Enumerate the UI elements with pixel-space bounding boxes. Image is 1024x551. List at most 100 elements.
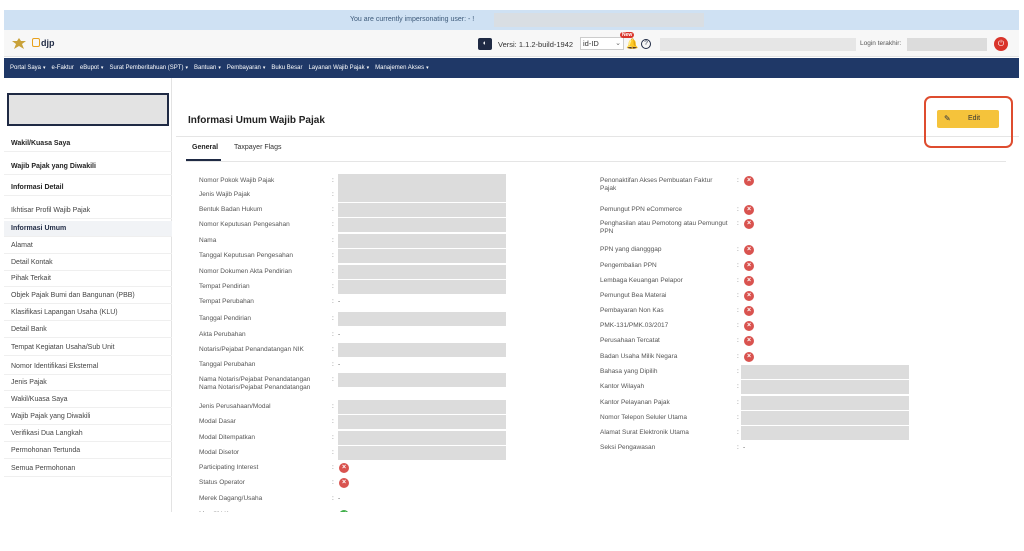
field-colon: : bbox=[332, 449, 334, 456]
main-nav: Portal Saya ▾ e-Faktur eBupot ▾ Surat Pemberi… bbox=[4, 58, 1019, 78]
redacted-user bbox=[494, 13, 704, 27]
sidebar-item[interactable]: Objek Pajak Bumi dan Bangunan (PBB) bbox=[4, 288, 172, 304]
bell-icon[interactable]: 🔔 bbox=[626, 39, 639, 50]
nav-item-label: Surat Pemberitahuan (SPT) bbox=[109, 65, 184, 71]
field-value-redacted bbox=[338, 400, 506, 414]
edit-button[interactable]: ✎ Edit bbox=[937, 110, 999, 128]
sidebar-item[interactable]: Informasi Detail bbox=[4, 180, 172, 196]
nav-item-label: Layanan Wajib Pajak bbox=[308, 65, 365, 71]
field-label: Jenis Wajib Pajak bbox=[199, 191, 251, 198]
profile-card[interactable] bbox=[7, 93, 169, 126]
login-value-redacted bbox=[907, 38, 987, 51]
field-value-redacted bbox=[338, 415, 506, 429]
sidebar-item[interactable]: Semua Permohonan bbox=[4, 461, 172, 477]
field-value-redacted bbox=[338, 203, 506, 217]
field-value-redacted bbox=[338, 174, 506, 188]
chevron-down-icon: ▾ bbox=[100, 65, 104, 71]
nav-item[interactable]: eBupot ▾ bbox=[80, 65, 104, 71]
sidebar-item[interactable]: Alamat bbox=[4, 238, 172, 254]
chevron-down-icon: ▾ bbox=[426, 65, 429, 71]
field-value-redacted bbox=[338, 446, 506, 460]
field-label: Modal Ditempatkan bbox=[199, 434, 255, 441]
field-colon: : bbox=[332, 191, 334, 198]
sidebar-item[interactable]: Klasifikasi Lapangan Usaha (KLU) bbox=[4, 305, 172, 321]
sidebar-item[interactable]: Verifikasi Dua Langkah bbox=[4, 426, 172, 442]
sidebar-item[interactable]: Informasi Umum bbox=[4, 221, 172, 237]
sidebar-item[interactable]: Tempat Kegiatan Usaha/Sub Unit bbox=[4, 340, 172, 356]
field-colon: : bbox=[737, 307, 739, 314]
field-label: Pemungut PPN eCommerce bbox=[600, 206, 683, 213]
nav-item[interactable]: Manajemen Akses ▾ bbox=[375, 65, 429, 71]
field-value-redacted bbox=[338, 265, 506, 279]
field-label: PMK-131/PMK.03/2017 bbox=[600, 322, 669, 329]
nav-item[interactable]: Pembayaran ▾ bbox=[227, 65, 266, 71]
field-colon: : bbox=[332, 298, 334, 305]
tab-taxpayer-flags[interactable]: Taxpayer Flags bbox=[234, 144, 282, 151]
djp-emblem-icon[interactable] bbox=[12, 38, 26, 49]
nav-item[interactable]: Surat Pemberitahuan (SPT) ▾ bbox=[109, 65, 188, 71]
sidebar-item[interactable]: Pihak Terkait bbox=[4, 271, 172, 287]
sidebar-item[interactable]: Detail Kontak bbox=[4, 255, 172, 271]
sidebar-item[interactable]: Jenis Pajak bbox=[4, 375, 172, 391]
field-colon: : bbox=[737, 177, 739, 184]
field-colon: : bbox=[737, 444, 739, 451]
field-label: Pemungut Bea Materai bbox=[600, 292, 667, 299]
tab-general[interactable]: General bbox=[192, 144, 219, 151]
djp-logo[interactable]: djp bbox=[32, 38, 55, 48]
field-label: Badan Usaha Milik Negara bbox=[600, 353, 678, 360]
field-colon: : bbox=[332, 495, 334, 502]
field-colon: : bbox=[332, 221, 334, 228]
field-value-redacted bbox=[741, 380, 909, 394]
field-value-redacted bbox=[338, 218, 506, 232]
sidebar-item[interactable]: Wakil/Kuasa Saya bbox=[4, 136, 172, 152]
field-colon: : bbox=[737, 353, 739, 360]
field-colon: : bbox=[737, 292, 739, 299]
cross-circle-icon: × bbox=[339, 478, 349, 488]
cross-circle-icon: × bbox=[744, 245, 754, 255]
field-value-redacted bbox=[338, 431, 506, 445]
help-icon[interactable]: ? bbox=[641, 39, 651, 49]
field-label: Perusahaan Tercatat bbox=[600, 337, 660, 344]
field-label: Alamat Surat Elektronik Utama bbox=[600, 429, 689, 436]
nav-item[interactable]: Buku Besar bbox=[271, 65, 302, 71]
cross-circle-icon: × bbox=[339, 463, 349, 473]
sidebar: Wakil/Kuasa Saya Wajib Pajak yang Diwakil… bbox=[4, 78, 172, 512]
nav-item-label: Buku Besar bbox=[271, 65, 303, 71]
theme-toggle-icon[interactable]: ◐ bbox=[478, 38, 492, 50]
field-label: Tempat Pendirian bbox=[199, 283, 250, 290]
field-colon: : bbox=[332, 283, 334, 290]
language-select[interactable]: id-ID ⌄ bbox=[580, 37, 624, 50]
nav-item[interactable]: Layanan Wajib Pajak ▾ bbox=[308, 65, 369, 71]
sidebar-item[interactable]: Wajib Pajak yang Diwakili bbox=[4, 159, 172, 175]
field-colon: : bbox=[332, 206, 334, 213]
field-value-redacted bbox=[338, 188, 506, 202]
sidebar-item[interactable]: Ikhtisar Profil Wajib Pajak bbox=[4, 203, 172, 219]
field-label: Nama bbox=[199, 237, 217, 244]
nav-item-label: Manajemen Akses bbox=[375, 65, 425, 71]
nav-item[interactable]: Portal Saya ▾ bbox=[10, 65, 46, 71]
field-label: Memiliki Karyawan bbox=[199, 511, 324, 512]
chevron-down-icon: ▾ bbox=[43, 65, 46, 71]
app-window: You are currently impersonating user: - … bbox=[4, 10, 1019, 512]
chevron-down-icon: ▾ bbox=[366, 65, 370, 71]
cross-circle-icon: × bbox=[744, 306, 754, 316]
field-colon: : bbox=[332, 361, 334, 368]
field-colon: : bbox=[332, 479, 334, 486]
nav-item[interactable]: e-Faktur bbox=[52, 65, 74, 71]
field-label: Kantor Wilayah bbox=[600, 383, 645, 390]
pencil-icon: ✎ bbox=[944, 114, 951, 123]
field-value-redacted bbox=[338, 280, 506, 294]
sidebar-item[interactable]: Nomor Identifikasi Eksternal bbox=[4, 359, 172, 375]
sidebar-item[interactable]: Permohonan Tertunda bbox=[4, 443, 172, 459]
sidebar-item[interactable]: Detail Bank bbox=[4, 322, 172, 338]
sidebar-item[interactable]: Wajib Pajak yang Diwakili bbox=[4, 409, 172, 425]
chevron-down-icon: ⌄ bbox=[615, 40, 621, 47]
field-colon: : bbox=[332, 252, 334, 259]
nav-item-label: Pembayaran bbox=[226, 65, 261, 71]
chevron-down-icon: ▾ bbox=[218, 65, 221, 71]
field-value: - bbox=[338, 331, 341, 338]
nav-item[interactable]: Bantuan ▾ bbox=[194, 65, 221, 71]
logout-icon[interactable]: ⏻ bbox=[994, 37, 1008, 51]
sidebar-item[interactable]: Wakil/Kuasa Saya bbox=[4, 392, 172, 408]
cross-circle-icon: × bbox=[744, 352, 754, 362]
